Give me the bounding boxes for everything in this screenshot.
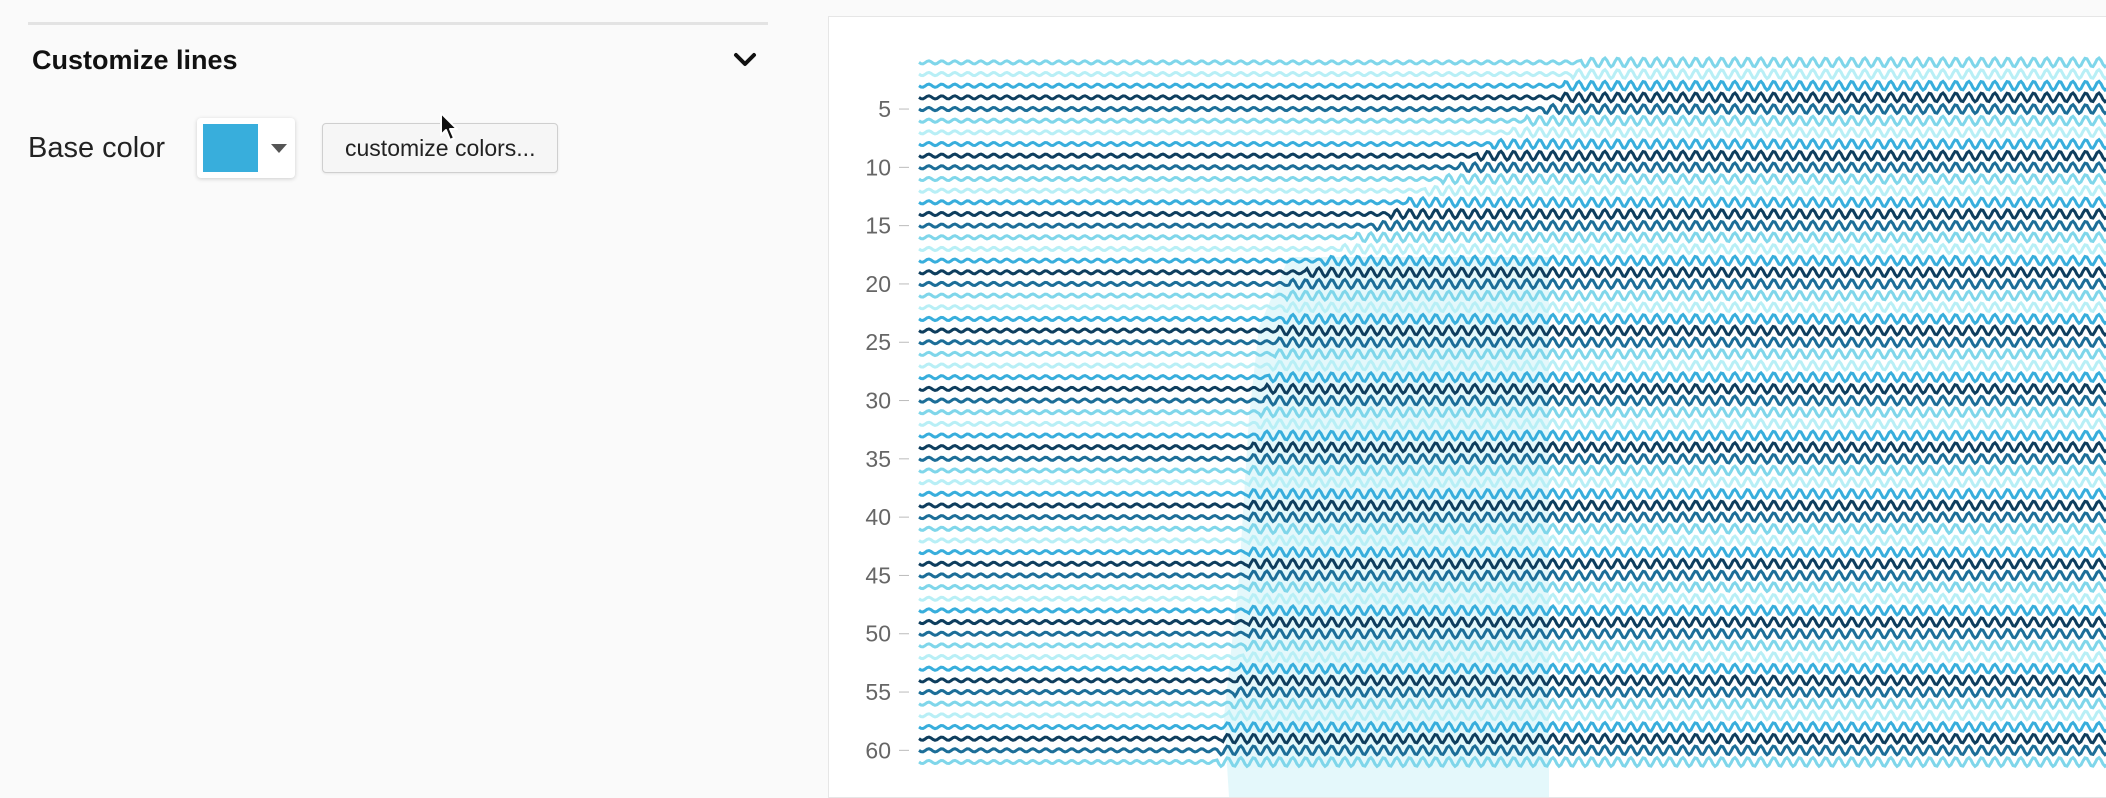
base-color-picker[interactable]: [197, 118, 296, 178]
series-line-35: [918, 452, 2106, 466]
series-line-46: [918, 580, 2106, 594]
y-tick-label: 25: [865, 329, 891, 355]
series-line-51: [918, 639, 2106, 652]
series-line-29: [918, 381, 2106, 396]
series-line-33: [918, 429, 2106, 442]
y-tick-label: 20: [865, 271, 891, 297]
y-tick-label: 10: [865, 154, 891, 180]
series-line-57: [918, 708, 2106, 722]
series-line-40: [918, 510, 2106, 524]
series-line-58: [918, 720, 2106, 734]
series-line-42: [918, 534, 2106, 547]
series-line-37: [918, 475, 2106, 489]
series-line-36: [918, 464, 2106, 477]
series-line-4: [918, 90, 2106, 104]
series-line-9: [918, 149, 2106, 163]
series-line-30: [918, 394, 2106, 407]
series-line-53: [918, 661, 2106, 676]
y-tick-label: 40: [865, 504, 891, 530]
series-line-3: [918, 79, 2106, 93]
series-line-56: [918, 697, 2106, 711]
series-line-39: [918, 499, 2106, 512]
series-line-54: [918, 673, 2106, 687]
series-line-21: [918, 289, 2106, 303]
series-line-41: [918, 522, 2106, 536]
series-line-24: [918, 324, 2106, 337]
series-line-47: [918, 592, 2106, 606]
settings-panel: Customize lines Base color customize col…: [0, 0, 800, 772]
series-line-19: [918, 265, 2106, 279]
series-line-44: [918, 557, 2106, 571]
series-line-2: [918, 67, 2106, 81]
series-line-17: [918, 242, 2106, 256]
series-line-23: [918, 312, 2106, 326]
series-line-31: [918, 405, 2106, 419]
series-line-60: [918, 743, 2106, 757]
series-line-7: [918, 125, 2106, 139]
series-line-50: [918, 627, 2106, 641]
series-line-52: [918, 650, 2106, 664]
series-line-26: [918, 347, 2106, 361]
series-line-25: [918, 335, 2106, 349]
series-line-45: [918, 569, 2106, 582]
section-title: Customize lines: [32, 44, 238, 75]
y-tick-label: 15: [865, 213, 891, 239]
series-line-20: [918, 277, 2106, 291]
series-line-18: [918, 254, 2106, 268]
chevron-down-icon[interactable]: [730, 45, 760, 75]
series-line-27: [918, 359, 2106, 372]
series-line-13: [918, 195, 2106, 209]
series-line-49: [918, 615, 2106, 629]
y-tick-label: 5: [878, 96, 891, 122]
customize-lines-header[interactable]: Customize lines: [32, 40, 760, 80]
series-lines: [918, 56, 2106, 797]
caret-down-icon: [271, 143, 288, 153]
y-axis: 5 10 15 20 25 30 35 40 45 50 55 60: [865, 96, 909, 763]
series-line-59: [918, 732, 2106, 746]
chart-card: 5 10 15 20 25 30 35 40 45 50 55 60: [828, 16, 2106, 798]
series-line-12: [918, 184, 2106, 198]
mouse-cursor-icon: [440, 112, 458, 141]
y-tick-label: 60: [865, 737, 891, 763]
series-line-32: [918, 417, 2106, 431]
series-line-15: [918, 219, 2106, 233]
series-line-38: [918, 487, 2106, 501]
series-line-1: [918, 56, 2106, 69]
series-line-28: [918, 370, 2106, 384]
base-color-label: Base color: [28, 131, 166, 164]
series-line-14: [918, 207, 2106, 221]
series-line-6: [918, 113, 2106, 128]
series-line-8: [918, 137, 2106, 151]
series-line-61: [918, 755, 2106, 769]
series-line-34: [918, 440, 2106, 454]
base-color-row: Base color customize colors...: [28, 118, 559, 178]
series-line-48: [918, 604, 2106, 617]
y-tick-label: 55: [865, 679, 891, 705]
series-line-5: [918, 102, 2106, 116]
series-line-22: [918, 300, 2106, 314]
y-tick-label: 35: [865, 446, 891, 472]
y-tick-label: 30: [865, 388, 891, 414]
series-line-55: [918, 685, 2106, 699]
y-tick-label: 50: [865, 621, 891, 647]
series-line-11: [918, 172, 2106, 186]
color-swatch: [203, 124, 259, 172]
series-line-16: [918, 230, 2106, 244]
series-line-10: [918, 160, 2106, 174]
series-line-43: [918, 545, 2106, 559]
y-tick-label: 45: [865, 562, 891, 588]
line-chart: 5 10 15 20 25 30 35 40 45 50 55 60: [865, 56, 2106, 797]
panel-divider: [28, 22, 768, 25]
